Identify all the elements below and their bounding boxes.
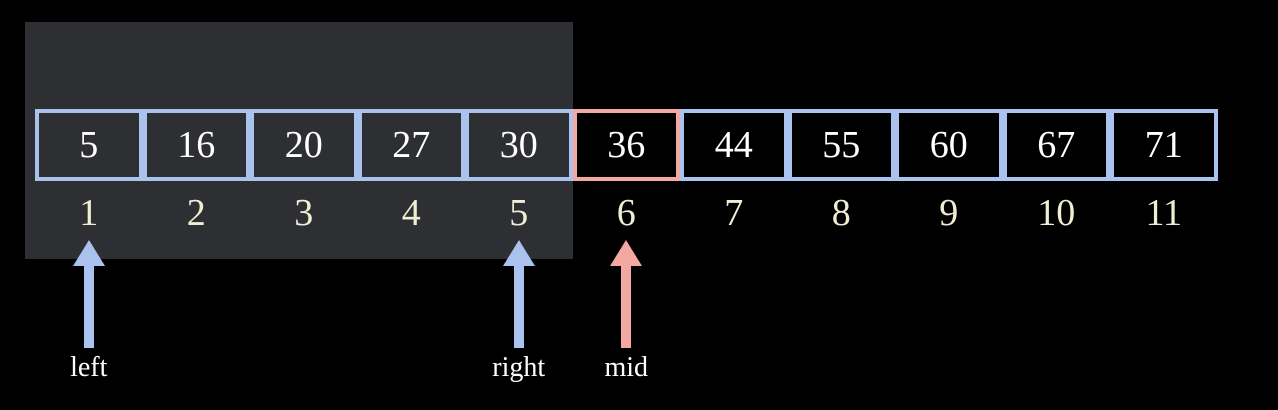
array-index-label: 1 xyxy=(79,192,99,234)
array-index-label: 8 xyxy=(831,192,851,234)
array-cell: 60 xyxy=(895,109,1003,181)
array-index-label: 5 xyxy=(509,192,529,234)
array-index-label: 10 xyxy=(1037,192,1076,234)
up-arrow-icon xyxy=(72,240,105,348)
array: 5 16 20 27 30 36 44 55 60 67 71 xyxy=(35,109,1218,181)
pointer-mid: mid xyxy=(566,240,686,390)
array-cell: 44 xyxy=(680,109,788,181)
pointer-label: left xyxy=(70,352,108,383)
array-cell: 27 xyxy=(357,109,465,181)
array-index-label: 4 xyxy=(401,192,421,234)
array-cell: 16 xyxy=(142,109,250,181)
pointer-left: left xyxy=(29,240,149,390)
array-index-label: 6 xyxy=(616,192,636,234)
array-index-label: 7 xyxy=(724,192,744,234)
array-cell: 55 xyxy=(787,109,895,181)
array-index-label: 11 xyxy=(1145,192,1183,234)
array-index-label: 9 xyxy=(939,192,959,234)
array-cell: 20 xyxy=(250,109,358,181)
array-cell: 67 xyxy=(1002,109,1110,181)
array-cell: 5 xyxy=(35,109,143,181)
array-cell: 30 xyxy=(465,109,573,181)
up-arrow-icon xyxy=(610,240,643,348)
active-range-highlight xyxy=(25,22,573,259)
up-arrow-icon xyxy=(502,240,535,348)
array-index-label: 3 xyxy=(294,192,314,234)
array-cell-mid: 36 xyxy=(572,109,680,181)
pointer-right: right xyxy=(459,240,579,390)
array-cell: 71 xyxy=(1110,109,1218,181)
array-index-label: 2 xyxy=(186,192,206,234)
pointer-label: mid xyxy=(604,352,649,383)
pointer-label: right xyxy=(492,352,546,383)
